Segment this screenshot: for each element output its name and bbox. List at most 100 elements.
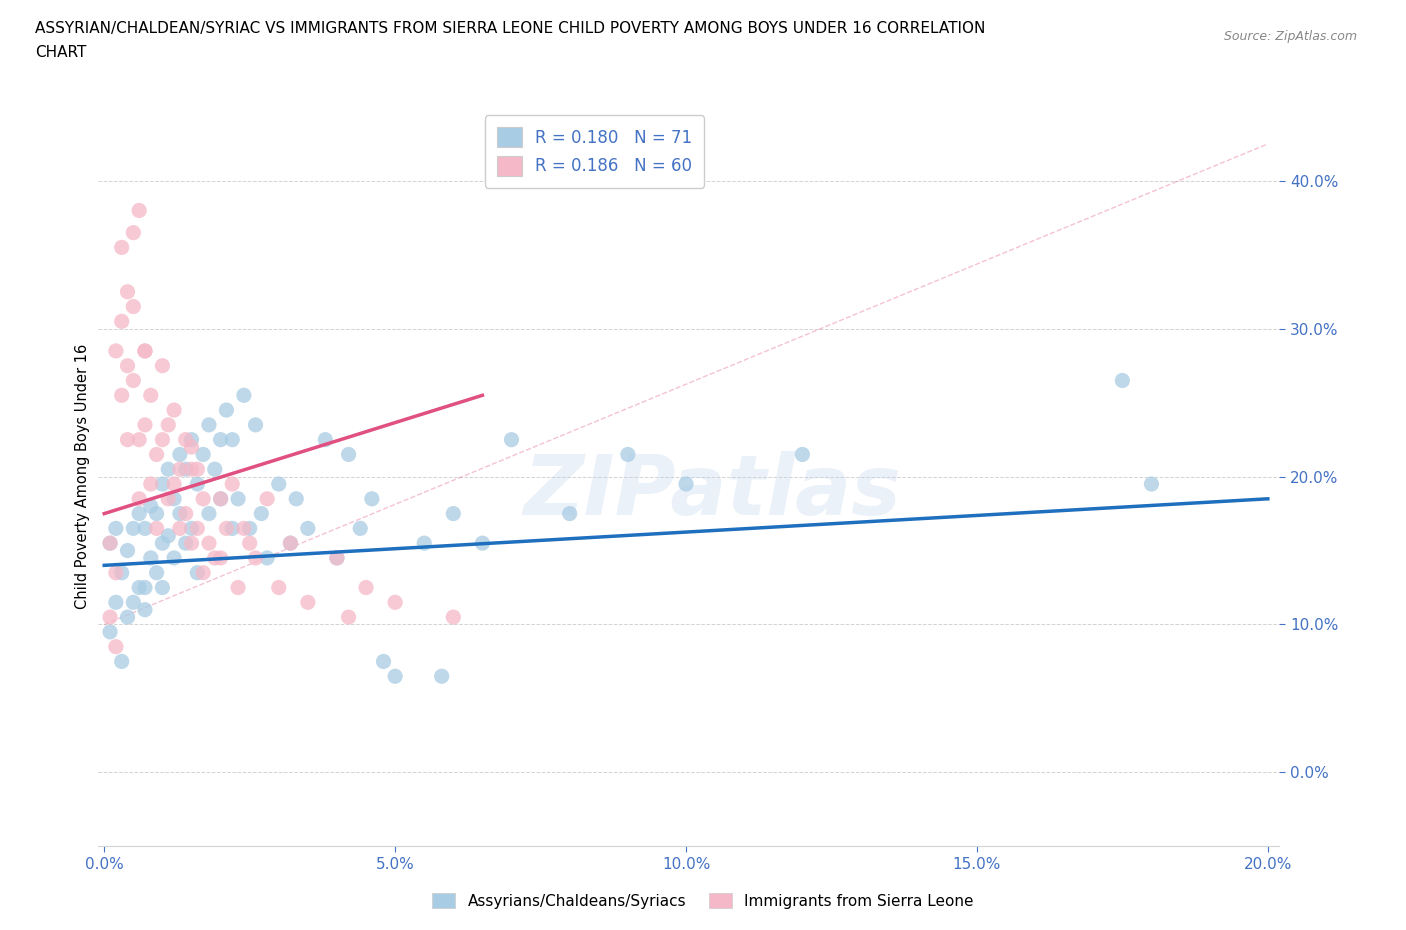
Point <box>204 551 226 565</box>
Point <box>117 285 139 299</box>
Point <box>232 521 254 536</box>
Point <box>326 551 349 565</box>
Point <box>104 565 127 580</box>
Point <box>174 536 197 551</box>
Point <box>111 314 134 329</box>
Point <box>117 358 139 373</box>
Point <box>186 521 208 536</box>
Point <box>128 432 150 447</box>
Point <box>157 418 180 432</box>
Point <box>326 551 349 565</box>
Point <box>152 358 174 373</box>
Point <box>157 462 180 477</box>
Point <box>245 418 267 432</box>
Point <box>256 491 278 506</box>
Legend: R = 0.180   N = 71, R = 0.186   N = 60: R = 0.180 N = 71, R = 0.186 N = 60 <box>485 115 704 188</box>
Text: ZIPatlas: ZIPatlas <box>523 451 901 532</box>
Y-axis label: Child Poverty Among Boys Under 16: Child Poverty Among Boys Under 16 <box>75 344 90 609</box>
Point <box>285 491 308 506</box>
Point <box>104 343 127 358</box>
Point <box>209 491 232 506</box>
Point <box>145 521 167 536</box>
Point <box>471 536 494 551</box>
Point <box>152 432 174 447</box>
Point <box>297 595 319 610</box>
Point <box>267 580 290 595</box>
Point <box>104 595 127 610</box>
Point <box>157 528 180 543</box>
Point <box>152 476 174 491</box>
Point <box>239 536 262 551</box>
Point <box>163 551 186 565</box>
Point <box>128 491 150 506</box>
Point <box>384 595 406 610</box>
Text: Source: ZipAtlas.com: Source: ZipAtlas.com <box>1223 30 1357 43</box>
Point <box>226 580 249 595</box>
Point <box>111 240 134 255</box>
Point <box>314 432 336 447</box>
Point <box>297 521 319 536</box>
Point <box>122 225 145 240</box>
Point <box>180 536 202 551</box>
Point <box>198 536 221 551</box>
Point <box>245 551 267 565</box>
Point <box>191 447 214 462</box>
Point <box>145 565 167 580</box>
Point <box>617 447 640 462</box>
Point <box>360 491 382 506</box>
Point <box>267 476 290 491</box>
Point <box>501 432 523 447</box>
Point <box>239 521 262 536</box>
Point <box>157 491 180 506</box>
Point <box>209 551 232 565</box>
Point <box>145 447 167 462</box>
Point <box>373 654 395 669</box>
Point <box>111 565 134 580</box>
Point <box>117 432 139 447</box>
Point <box>174 506 197 521</box>
Point <box>226 491 249 506</box>
Point <box>180 521 202 536</box>
Point <box>174 462 197 477</box>
Point <box>215 403 238 418</box>
Point <box>232 388 254 403</box>
Point <box>186 565 208 580</box>
Point <box>558 506 581 521</box>
Point <box>152 536 174 551</box>
Point <box>98 536 121 551</box>
Point <box>128 580 150 595</box>
Point <box>215 521 238 536</box>
Point <box>180 462 202 477</box>
Point <box>134 343 156 358</box>
Point <box>354 580 377 595</box>
Point <box>250 506 273 521</box>
Point <box>174 432 197 447</box>
Point <box>186 476 208 491</box>
Point <box>221 476 243 491</box>
Point <box>134 521 156 536</box>
Point <box>122 595 145 610</box>
Legend: Assyrians/Chaldeans/Syriacs, Immigrants from Sierra Leone: Assyrians/Chaldeans/Syriacs, Immigrants … <box>426 886 980 915</box>
Point <box>349 521 371 536</box>
Point <box>122 373 145 388</box>
Point <box>134 580 156 595</box>
Point <box>134 603 156 618</box>
Point <box>169 506 191 521</box>
Point <box>280 536 302 551</box>
Point <box>191 565 214 580</box>
Point <box>280 536 302 551</box>
Point <box>191 491 214 506</box>
Point <box>163 403 186 418</box>
Point <box>198 418 221 432</box>
Point <box>128 506 150 521</box>
Point <box>104 521 127 536</box>
Point <box>221 521 243 536</box>
Point <box>169 462 191 477</box>
Point <box>413 536 436 551</box>
Point <box>122 299 145 314</box>
Point <box>209 491 232 506</box>
Point <box>169 521 191 536</box>
Point <box>134 418 156 432</box>
Point <box>1111 373 1133 388</box>
Point <box>163 476 186 491</box>
